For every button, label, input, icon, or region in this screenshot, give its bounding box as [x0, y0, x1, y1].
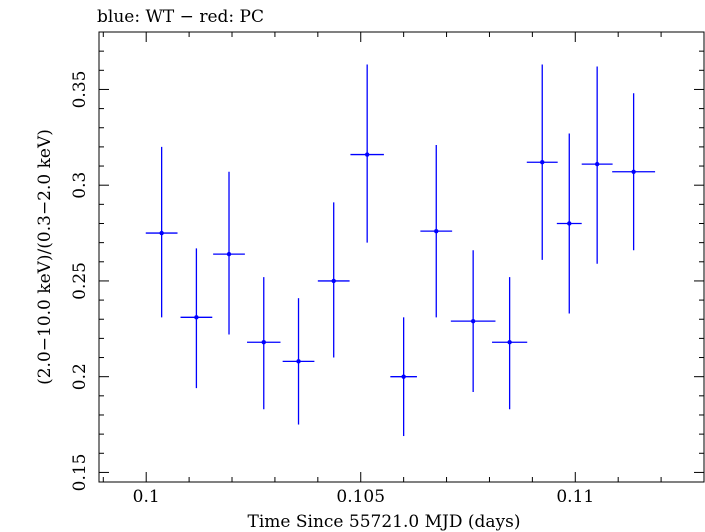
data-point [507, 340, 512, 345]
x-tick-label: 0.11 [556, 487, 594, 507]
data-point [567, 221, 572, 226]
data-point [401, 374, 406, 379]
chart-title: blue: WT − red: PC [97, 7, 264, 27]
data-point [540, 160, 545, 165]
data-point [261, 340, 266, 345]
data-point [364, 152, 370, 157]
y-axis-label: (2.0−10.0 keV)/(0.3−2.0 keV) [35, 129, 55, 385]
data-point [194, 315, 199, 320]
data-point [226, 251, 232, 257]
data-point [331, 278, 336, 284]
x-tick-label: 0.1 [133, 487, 160, 507]
plot-frame [98, 31, 705, 483]
data-point [594, 161, 600, 167]
y-tick-label: 0.25 [70, 262, 90, 300]
data-point [631, 169, 636, 174]
x-tick-labels: 0.1 0.105 0.11 [133, 487, 595, 507]
data-marks [145, 64, 656, 437]
x-tick-label: 0.105 [336, 487, 385, 507]
data-point [296, 359, 301, 364]
y-tick-label: 0.15 [70, 453, 90, 491]
y-tick-label: 0.35 [70, 71, 90, 109]
y-tick-labels: 0.15 0.2 0.25 0.3 0.35 [70, 71, 90, 492]
axis-ticks [99, 32, 705, 482]
data-point [159, 230, 164, 236]
y-tick-label: 0.3 [70, 172, 90, 199]
data-point [470, 318, 476, 324]
y-tick-label: 0.2 [70, 363, 90, 390]
x-axis-label: Time Since 55721.0 MJD (days) [248, 512, 521, 532]
data-point [434, 228, 439, 234]
